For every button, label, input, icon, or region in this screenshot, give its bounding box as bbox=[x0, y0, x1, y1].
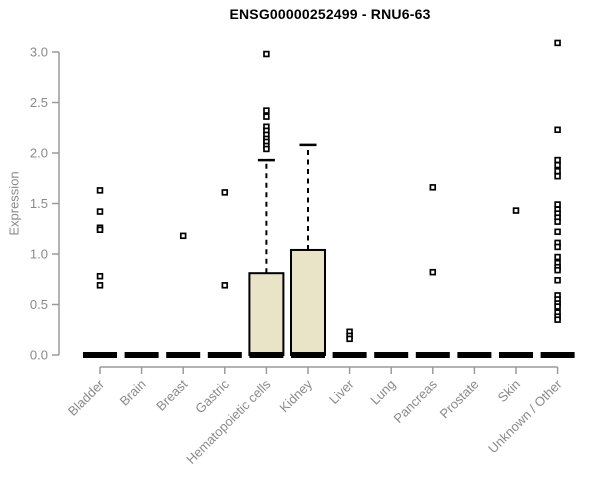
box bbox=[290, 248, 326, 357]
y-tick-label: 0.0 bbox=[30, 348, 48, 363]
outlier-point bbox=[346, 335, 353, 343]
outlier-point bbox=[429, 268, 437, 276]
outlier-point bbox=[554, 172, 561, 180]
median-bar bbox=[207, 352, 242, 358]
outlier-point bbox=[96, 187, 104, 194]
x-tick-label: Unknown / Other bbox=[485, 376, 565, 456]
median-bar bbox=[291, 352, 325, 358]
outlier-point bbox=[263, 113, 270, 120]
outlier-point bbox=[554, 156, 561, 164]
outlier-point bbox=[179, 232, 187, 240]
outlier-point bbox=[554, 161, 561, 169]
y-tick-label: 1.5 bbox=[30, 196, 48, 211]
median-bar bbox=[124, 352, 159, 358]
outlier-point bbox=[96, 208, 104, 215]
median-bar bbox=[332, 352, 367, 358]
median-bar bbox=[166, 352, 201, 358]
outlier-point bbox=[554, 167, 561, 175]
x-tick-label: Liver bbox=[326, 376, 357, 407]
outlier-point bbox=[554, 39, 561, 47]
outlier-point bbox=[554, 316, 561, 323]
y-tick-label: 0.5 bbox=[30, 297, 48, 312]
outlier-point bbox=[554, 266, 561, 274]
x-tick-label: Skin bbox=[495, 377, 523, 405]
x-tick-label: Bladder bbox=[65, 376, 108, 419]
median-bar bbox=[540, 352, 575, 358]
x-tick-label: Breast bbox=[153, 376, 190, 413]
median-bar bbox=[415, 352, 450, 358]
y-tick-label: 2.5 bbox=[30, 95, 48, 110]
outlier-point bbox=[221, 189, 229, 196]
y-tick-label: 2.0 bbox=[30, 146, 48, 161]
x-tick-label: Gastric bbox=[192, 376, 232, 416]
median-bar bbox=[499, 352, 533, 358]
outlier-point bbox=[96, 282, 104, 289]
median-bar bbox=[83, 352, 117, 358]
outlier-point bbox=[96, 272, 104, 280]
box bbox=[248, 272, 285, 356]
outlier-point bbox=[221, 282, 229, 289]
median-bar bbox=[249, 352, 284, 358]
outlier-point bbox=[554, 228, 561, 236]
outlier-point bbox=[263, 145, 270, 153]
outlier-point bbox=[263, 50, 270, 58]
outlier-point bbox=[512, 207, 520, 214]
x-tick-label: Lung bbox=[367, 377, 398, 408]
x-tick-label: Pancreas bbox=[390, 376, 440, 426]
median-bar bbox=[457, 352, 492, 358]
y-tick-label: 1.0 bbox=[30, 247, 48, 262]
outlier-point bbox=[554, 218, 561, 225]
y-tick-label: 3.0 bbox=[30, 45, 48, 60]
chart-title: ENSG00000252499 - RNU6-63 bbox=[229, 6, 431, 22]
outlier-point bbox=[429, 184, 437, 191]
outlier-point bbox=[554, 303, 561, 310]
outlier-point bbox=[554, 253, 561, 261]
outlier-point bbox=[554, 126, 561, 134]
outlier-point bbox=[554, 201, 561, 208]
x-tick-label: Prostate bbox=[437, 377, 482, 422]
outlier-point bbox=[554, 277, 561, 284]
outlier-point bbox=[96, 226, 104, 234]
median-bar bbox=[374, 352, 409, 358]
x-tick-label: Brain bbox=[117, 377, 149, 409]
outlier-point bbox=[263, 107, 270, 114]
x-tick-label: Kidney bbox=[276, 376, 315, 415]
outlier-point bbox=[554, 243, 561, 251]
